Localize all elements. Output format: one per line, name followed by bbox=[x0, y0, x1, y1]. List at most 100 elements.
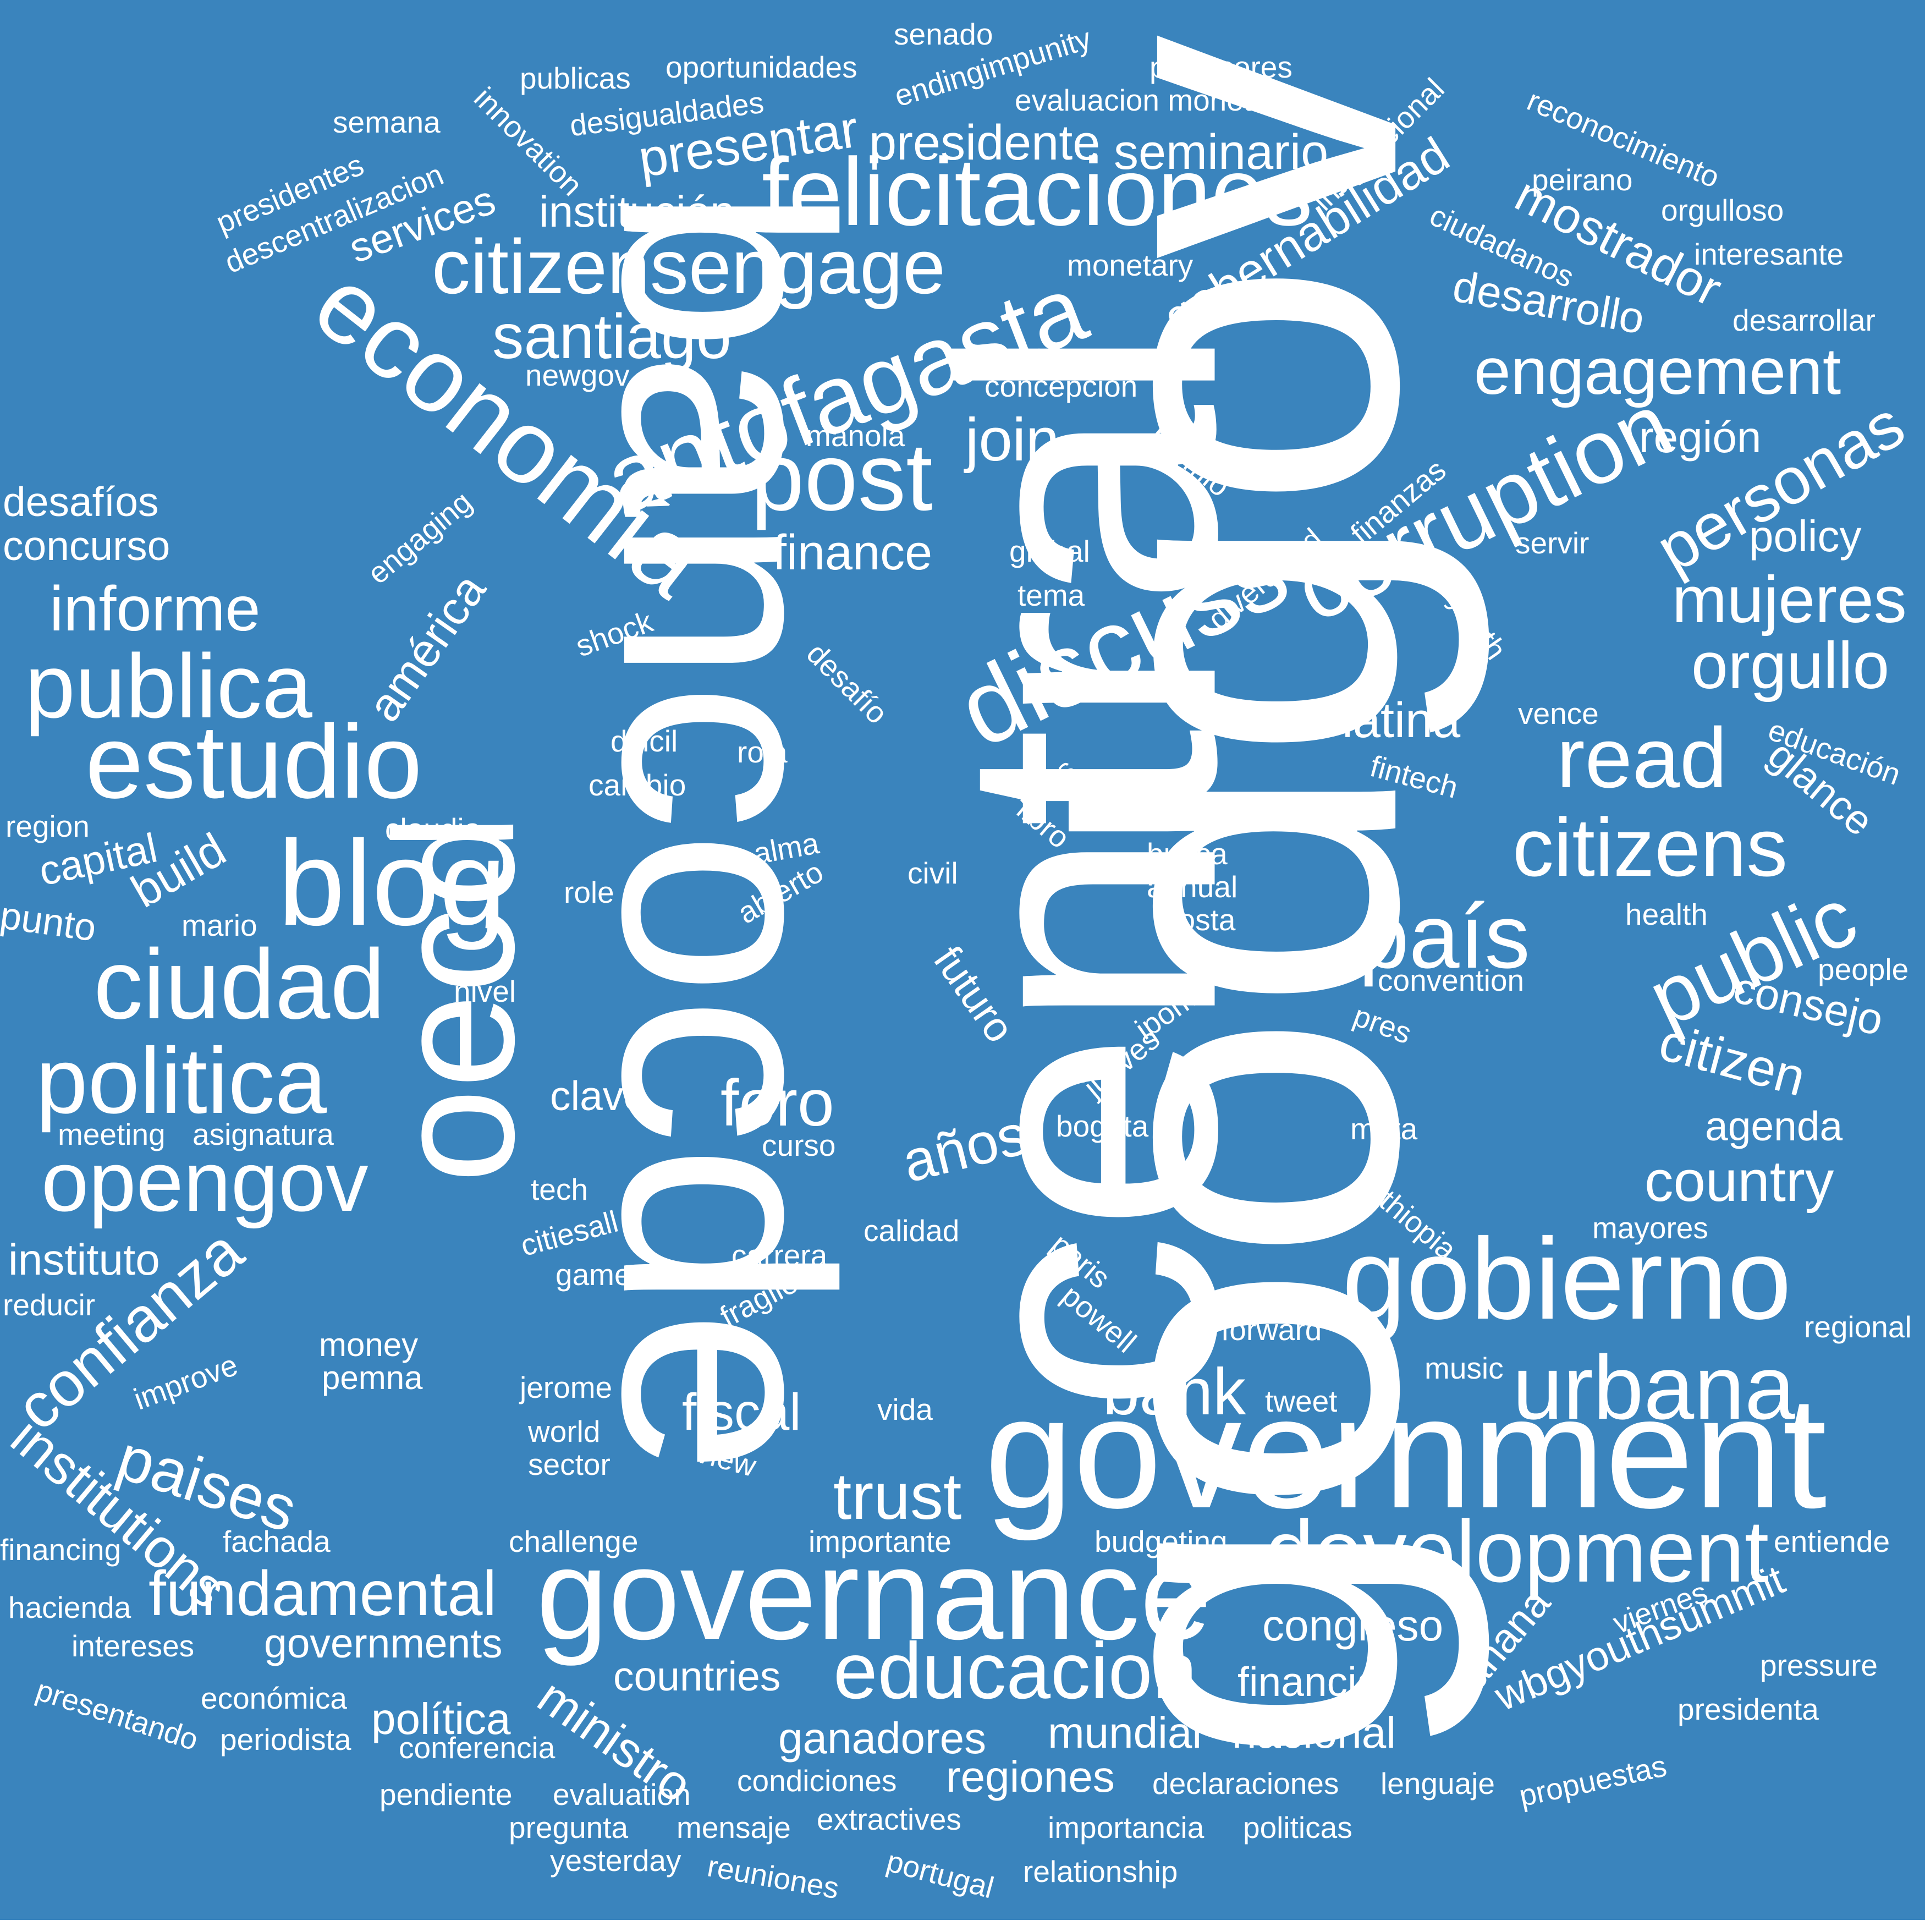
word: relationship bbox=[1023, 1854, 1178, 1889]
word: world bbox=[528, 1414, 601, 1448]
word: financial bbox=[1238, 1659, 1389, 1705]
word: newgov bbox=[525, 358, 630, 392]
word: pregunta bbox=[509, 1810, 629, 1845]
word: concurso bbox=[3, 523, 170, 569]
word: bogota bbox=[1056, 1109, 1149, 1143]
word: citizensengage bbox=[432, 223, 945, 310]
word: importante bbox=[809, 1524, 952, 1558]
word: lenguaje bbox=[1380, 1766, 1495, 1801]
word: citizens bbox=[1513, 801, 1788, 893]
word: vida bbox=[877, 1392, 933, 1426]
word: bank bbox=[1103, 1355, 1246, 1429]
word: budgeting bbox=[1094, 1524, 1228, 1558]
word: agenda bbox=[1705, 1103, 1843, 1149]
word: mayo bbox=[668, 457, 743, 491]
word: join bbox=[965, 406, 1060, 474]
word: post bbox=[751, 424, 933, 531]
word: meeting bbox=[58, 1117, 166, 1151]
word: countries bbox=[613, 1653, 781, 1699]
word: health bbox=[1625, 897, 1708, 931]
word: engagement bbox=[1474, 334, 1841, 408]
word: foro bbox=[721, 1066, 834, 1140]
word: orgulloso bbox=[1661, 193, 1784, 227]
word: asignatura bbox=[193, 1117, 334, 1151]
word: game bbox=[556, 1258, 631, 1292]
word: dificil bbox=[610, 724, 678, 758]
word: fundamental bbox=[148, 1558, 497, 1629]
word: meta bbox=[1350, 1112, 1418, 1146]
word: ganadores bbox=[778, 1714, 987, 1763]
word: intereses bbox=[72, 1629, 195, 1663]
word: development bbox=[1265, 1502, 1769, 1600]
word: latina bbox=[1342, 693, 1461, 748]
word: politicas bbox=[1243, 1810, 1352, 1845]
word: presidenta bbox=[1678, 1692, 1819, 1726]
word: desafíos bbox=[3, 479, 159, 525]
word: orgullo bbox=[1691, 629, 1890, 702]
word: fachada bbox=[223, 1524, 331, 1558]
word: opengov bbox=[41, 1134, 369, 1229]
word: reducir bbox=[3, 1288, 96, 1322]
word: senado bbox=[894, 17, 993, 51]
word: institución bbox=[539, 187, 735, 236]
word: desarrollar bbox=[1733, 303, 1876, 337]
word: felicitaciones bbox=[762, 139, 1313, 246]
word: publicas bbox=[520, 61, 631, 95]
word: mensaje bbox=[676, 1810, 791, 1845]
word: mayores bbox=[1592, 1211, 1708, 1245]
word: monetary bbox=[1067, 248, 1194, 282]
word: profesores bbox=[1150, 50, 1292, 84]
word: governance bbox=[536, 1522, 1212, 1666]
word: presidente bbox=[869, 116, 1101, 171]
word: pendiente bbox=[380, 1777, 513, 1812]
word: tweet bbox=[1265, 1384, 1338, 1418]
word: trust bbox=[833, 1459, 962, 1533]
word: jerome bbox=[520, 1370, 613, 1404]
word: mundial bbox=[1048, 1708, 1202, 1757]
word: politica bbox=[36, 1029, 327, 1133]
word: evaluation bbox=[553, 1777, 691, 1812]
word: global bbox=[1009, 534, 1090, 568]
word: pemna bbox=[322, 1359, 423, 1396]
word: ciudad bbox=[94, 929, 386, 1040]
word: conferencia bbox=[399, 1731, 556, 1765]
word: peirano bbox=[1532, 163, 1633, 197]
word: urbana bbox=[1513, 1337, 1795, 1438]
word: importancia bbox=[1048, 1810, 1204, 1845]
word: región bbox=[1639, 413, 1762, 462]
word: política bbox=[371, 1694, 511, 1743]
word: read bbox=[1557, 710, 1728, 805]
word: country bbox=[1645, 1149, 1834, 1214]
word: citizen bbox=[1653, 1012, 1812, 1108]
word: tech bbox=[531, 1172, 588, 1206]
word: hacienda bbox=[8, 1590, 131, 1624]
word: carrera bbox=[732, 1238, 828, 1272]
word: forward bbox=[1221, 1313, 1322, 1347]
word: punto bbox=[0, 893, 99, 949]
word: mario bbox=[182, 908, 257, 942]
word: curso bbox=[762, 1128, 836, 1162]
word: challenge bbox=[509, 1524, 639, 1558]
word: sector bbox=[528, 1447, 610, 1481]
word: busca bbox=[1147, 837, 1228, 871]
word: nacional bbox=[1232, 1708, 1396, 1757]
word: evaluacion monetaria bbox=[1015, 83, 1302, 117]
word: seminario bbox=[1114, 125, 1329, 180]
word: pressure bbox=[1760, 1648, 1878, 1682]
word: annual bbox=[1147, 870, 1238, 904]
word: region bbox=[6, 809, 90, 843]
word: instituto bbox=[8, 1235, 160, 1284]
word: governments bbox=[264, 1620, 503, 1666]
word: role bbox=[564, 875, 614, 909]
word: calidad bbox=[864, 1214, 960, 1248]
word: publica bbox=[25, 635, 312, 737]
word: tema bbox=[1018, 578, 1085, 612]
word: yesterday bbox=[550, 1843, 681, 1878]
word: costa bbox=[1163, 903, 1236, 937]
word: portugal bbox=[883, 1843, 998, 1905]
word: finance bbox=[773, 525, 933, 580]
word: manola bbox=[806, 419, 905, 453]
word: condiciones bbox=[737, 1764, 897, 1798]
word: financing bbox=[0, 1533, 122, 1567]
